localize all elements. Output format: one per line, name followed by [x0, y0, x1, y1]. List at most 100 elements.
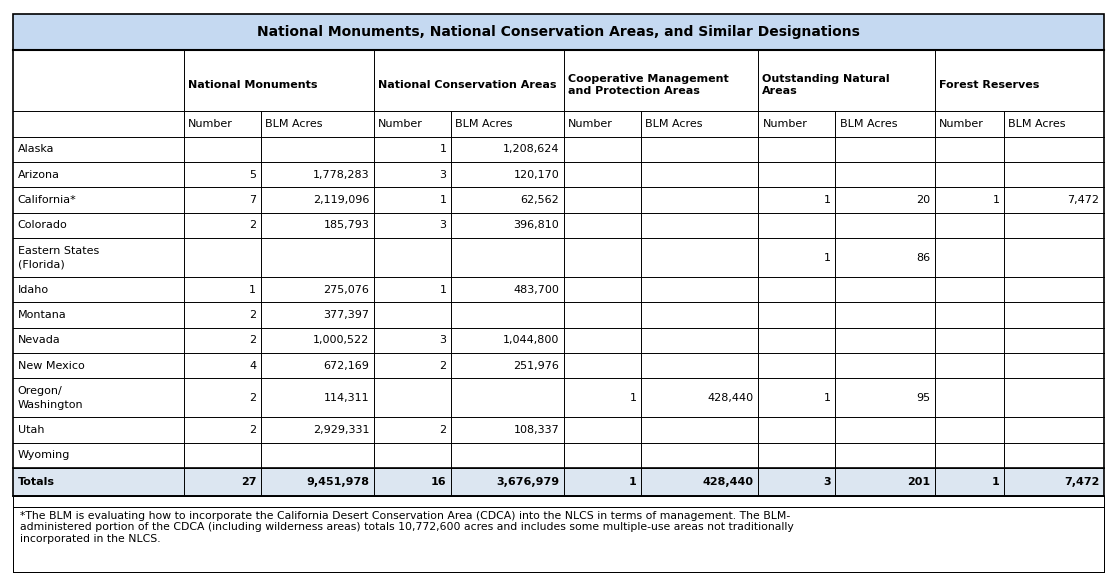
Text: National Monuments, National Conservation Areas, and Similar Designations: National Monuments, National Conservatio…	[257, 25, 860, 39]
Text: 2: 2	[249, 335, 256, 346]
Bar	[13, 14, 1104, 49]
Bar	[13, 507, 1104, 572]
Bar	[13, 137, 1104, 162]
Text: 1: 1	[823, 195, 831, 205]
Bar	[13, 302, 1104, 328]
Text: 3: 3	[439, 220, 447, 231]
Bar	[13, 378, 1104, 417]
Text: California*: California*	[18, 195, 77, 205]
Text: 2: 2	[249, 393, 256, 403]
Text: 1,000,522: 1,000,522	[313, 335, 370, 346]
Text: *The BLM is evaluating how to incorporate the California Desert Conservation Are: *The BLM is evaluating how to incorporat…	[20, 511, 794, 544]
Bar	[13, 14, 1104, 496]
Text: Washington: Washington	[18, 400, 84, 410]
Text: 1,044,800: 1,044,800	[503, 335, 560, 346]
Bar	[13, 111, 1104, 137]
Text: 185,793: 185,793	[323, 220, 370, 231]
Bar	[13, 213, 1104, 238]
Text: 3: 3	[823, 477, 831, 487]
Text: 2: 2	[249, 425, 256, 435]
Text: Colorado: Colorado	[18, 220, 68, 231]
Text: 672,169: 672,169	[323, 361, 370, 371]
Text: 120,170: 120,170	[514, 170, 560, 179]
Text: 7,472: 7,472	[1067, 195, 1099, 205]
Text: 1: 1	[249, 285, 256, 294]
Text: 108,337: 108,337	[514, 425, 560, 435]
Text: 62,562: 62,562	[521, 195, 560, 205]
Text: 396,810: 396,810	[514, 220, 560, 231]
Text: Outstanding Natural
Areas: Outstanding Natural Areas	[763, 74, 890, 95]
Text: 2,119,096: 2,119,096	[313, 195, 370, 205]
Text: 428,440: 428,440	[707, 393, 754, 403]
Text: 1: 1	[439, 285, 447, 294]
Text: 1: 1	[439, 144, 447, 154]
Bar	[13, 187, 1104, 213]
Text: 114,311: 114,311	[324, 393, 370, 403]
Text: 1,208,624: 1,208,624	[503, 144, 560, 154]
Text: (Florida): (Florida)	[18, 259, 65, 270]
Text: BLM Acres: BLM Acres	[1009, 118, 1066, 129]
Text: 428,440: 428,440	[703, 477, 754, 487]
Bar	[13, 328, 1104, 353]
Text: 95: 95	[916, 393, 930, 403]
Text: 1: 1	[630, 393, 637, 403]
Text: 1: 1	[823, 252, 831, 263]
Text: Totals: Totals	[18, 477, 55, 487]
Text: 7: 7	[249, 195, 256, 205]
Text: 7,472: 7,472	[1063, 477, 1099, 487]
Text: 251,976: 251,976	[514, 361, 560, 371]
Text: 2: 2	[439, 425, 447, 435]
Text: Arizona: Arizona	[18, 170, 60, 179]
Text: 86: 86	[916, 252, 930, 263]
Text: 2: 2	[249, 310, 256, 320]
Bar	[13, 468, 1104, 496]
Text: 1: 1	[992, 195, 1000, 205]
Text: 2: 2	[249, 220, 256, 231]
Text: 1: 1	[823, 393, 831, 403]
Text: New Mexico: New Mexico	[18, 361, 85, 371]
Text: Number: Number	[188, 118, 233, 129]
Text: 1: 1	[629, 477, 637, 487]
Bar	[13, 496, 1104, 507]
Text: Number: Number	[939, 118, 984, 129]
Text: 1: 1	[992, 477, 1000, 487]
Text: BLM Acres: BLM Acres	[456, 118, 513, 129]
Bar	[13, 443, 1104, 468]
Text: BLM Acres: BLM Acres	[265, 118, 323, 129]
Text: Nevada: Nevada	[18, 335, 60, 346]
Text: 20: 20	[916, 195, 930, 205]
Text: Oregon/: Oregon/	[18, 386, 63, 396]
Bar	[13, 277, 1104, 302]
Text: Wyoming: Wyoming	[18, 450, 70, 461]
Text: Alaska: Alaska	[18, 144, 55, 154]
Text: Number: Number	[763, 118, 808, 129]
Text: 4: 4	[249, 361, 256, 371]
Text: National Monuments: National Monuments	[188, 80, 317, 90]
Text: 377,397: 377,397	[323, 310, 370, 320]
Bar	[13, 49, 1104, 111]
Bar	[13, 417, 1104, 443]
Text: BLM Acres: BLM Acres	[840, 118, 897, 129]
Text: 1: 1	[439, 195, 447, 205]
Text: 5: 5	[249, 170, 256, 179]
Text: BLM Acres: BLM Acres	[646, 118, 703, 129]
Text: 3,676,979: 3,676,979	[496, 477, 560, 487]
Bar	[13, 162, 1104, 187]
Text: 9,451,978: 9,451,978	[306, 477, 370, 487]
Text: 1,778,283: 1,778,283	[313, 170, 370, 179]
Text: 27: 27	[241, 477, 256, 487]
Text: 201: 201	[907, 477, 930, 487]
Text: 2: 2	[439, 361, 447, 371]
Text: 275,076: 275,076	[323, 285, 370, 294]
Text: 483,700: 483,700	[514, 285, 560, 294]
Text: 2,929,331: 2,929,331	[313, 425, 370, 435]
Text: Forest Reserves: Forest Reserves	[939, 80, 1040, 90]
Text: Number: Number	[379, 118, 423, 129]
Bar	[13, 353, 1104, 378]
Text: Number: Number	[569, 118, 613, 129]
Text: Montana: Montana	[18, 310, 67, 320]
Text: 3: 3	[439, 170, 447, 179]
Text: 16: 16	[431, 477, 447, 487]
Text: Eastern States: Eastern States	[18, 246, 99, 255]
Text: Cooperative Management
and Protection Areas: Cooperative Management and Protection Ar…	[569, 74, 729, 95]
